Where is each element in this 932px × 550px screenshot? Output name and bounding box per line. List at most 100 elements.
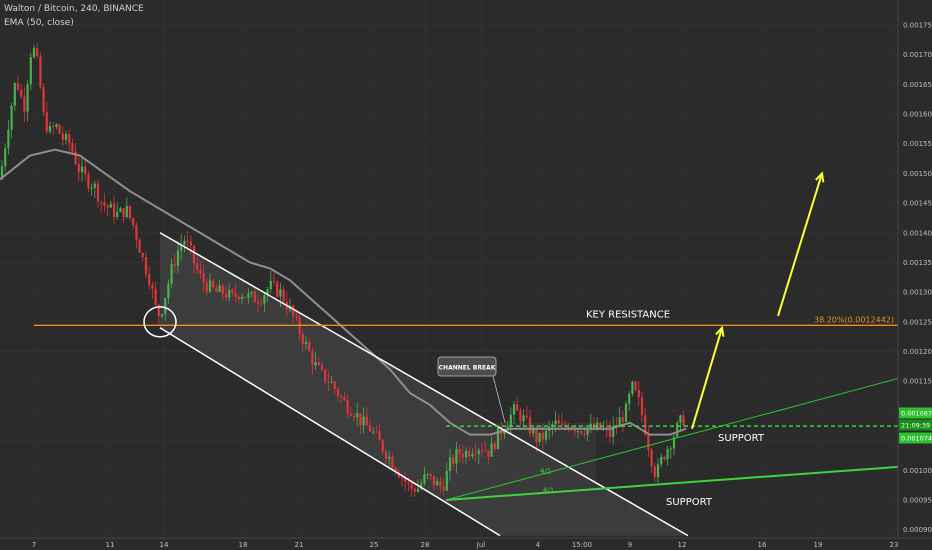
candle-body — [666, 448, 669, 460]
candle-body — [256, 302, 260, 304]
candle-body — [52, 126, 55, 128]
y-axis-panel — [898, 0, 932, 538]
candle-body — [128, 205, 132, 219]
channel-break-callout — [437, 356, 497, 377]
candle-body — [29, 57, 32, 85]
candle-body — [554, 420, 557, 425]
y-tick-label: 0.0011500 — [903, 378, 932, 386]
candle-body — [538, 432, 541, 442]
candle-body — [212, 280, 215, 288]
price-tag-label: 0.0010878 — [901, 410, 932, 418]
x-tick-label: 14 — [160, 541, 169, 549]
candle-body — [669, 448, 672, 450]
x-tick-label: 9 — [628, 541, 632, 549]
candle-body — [20, 89, 23, 97]
channel-break-label: CHANNEL BREAK — [439, 365, 496, 372]
candle-body — [544, 430, 548, 440]
candle-body — [480, 450, 484, 452]
candle-body — [596, 422, 599, 429]
candle-body — [400, 477, 404, 479]
candle-body — [631, 381, 634, 395]
x-tick-label: 19 — [814, 541, 823, 549]
candle-body — [68, 133, 71, 144]
y-tick-label: 0.0013000 — [903, 289, 932, 297]
candle-body — [71, 143, 74, 152]
touch-label: 4/1 — [543, 486, 554, 494]
candle-body — [532, 429, 535, 434]
candle-body — [308, 341, 311, 352]
candle-body — [276, 281, 279, 297]
candle-body — [189, 241, 192, 246]
candle-body — [100, 201, 103, 203]
candle-body — [461, 453, 464, 458]
y-tick-label: 0.0012500 — [903, 318, 932, 326]
candle-body — [634, 381, 637, 390]
candle-body — [324, 369, 327, 382]
x-tick-label: 28 — [421, 541, 430, 549]
y-tick-label: 0.0016000 — [903, 111, 932, 119]
candle-body — [93, 183, 96, 188]
candle-body — [372, 431, 375, 433]
candle-body — [42, 87, 45, 113]
candle-body — [468, 451, 471, 457]
candle-body — [77, 164, 80, 173]
candle-body — [10, 105, 13, 130]
candle-body — [196, 263, 199, 270]
candle-body — [576, 431, 580, 433]
candle-body — [490, 443, 493, 457]
candle-body — [516, 404, 519, 411]
candle-body — [26, 84, 29, 112]
candle-body — [679, 415, 682, 423]
consolidation-box — [446, 422, 596, 500]
candle-body — [103, 202, 106, 206]
candle-body — [327, 381, 330, 383]
y-tick-label: 0.0017000 — [903, 51, 932, 59]
candle-body — [416, 488, 420, 492]
candle-body — [221, 285, 224, 294]
candle-body — [292, 305, 295, 316]
candle-body — [253, 292, 256, 303]
candle-body — [330, 381, 333, 383]
channel-lower-line — [159, 327, 501, 537]
candle-body — [263, 295, 266, 304]
x-tick-label: 12 — [678, 541, 687, 549]
y-tick-label: 0.0016500 — [903, 81, 932, 89]
y-tick-label: 0.0013500 — [903, 259, 932, 267]
candle-body — [244, 297, 247, 299]
candle-body — [426, 474, 429, 476]
candle-body — [458, 448, 461, 454]
candle-body — [365, 416, 368, 426]
candle-body — [660, 456, 663, 465]
candle-body — [343, 396, 346, 401]
candle-body — [356, 413, 359, 418]
candle-body — [151, 285, 154, 289]
candle-body — [74, 151, 77, 165]
candle-body — [199, 269, 202, 274]
candle-body — [304, 341, 308, 345]
candle-body — [279, 289, 282, 297]
candle-body — [122, 208, 125, 218]
candle-body — [624, 403, 628, 422]
candle-body — [192, 245, 196, 264]
candle-body — [541, 432, 544, 440]
candle-body — [173, 263, 176, 266]
ema-line — [0, 148, 687, 436]
y-tick-label: 0.0014000 — [903, 229, 932, 237]
x-tick-label: 18 — [239, 541, 248, 549]
y-tick-label: 0.0009000 — [903, 526, 932, 534]
candle-body — [381, 440, 384, 452]
candle-body — [452, 457, 455, 464]
candle-body — [160, 314, 164, 317]
candle-body — [205, 282, 208, 292]
candle-body — [413, 488, 416, 492]
candle-body — [439, 481, 442, 487]
candle-body — [164, 298, 167, 315]
channel-break-pointer — [492, 375, 506, 423]
candle-body — [224, 293, 228, 298]
candle-body — [135, 225, 138, 240]
target-arrow-head — [815, 171, 825, 183]
candle-body — [503, 430, 506, 434]
candle-body — [583, 433, 586, 435]
candle-body — [154, 288, 157, 305]
